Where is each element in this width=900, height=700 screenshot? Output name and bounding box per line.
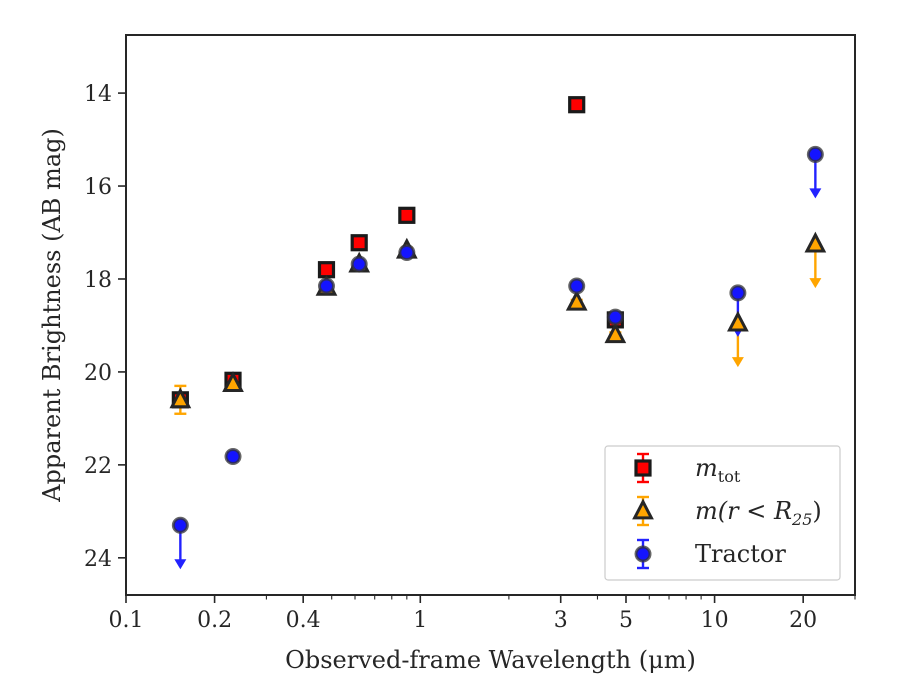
point-square <box>350 234 368 252</box>
point-circle <box>729 284 747 302</box>
x-tick-label: 5 <box>619 608 633 633</box>
point-square <box>398 206 416 224</box>
legend-label: Tractor <box>695 540 786 568</box>
x-tick-label: 3 <box>554 608 568 633</box>
legend-marker-triangle <box>632 498 654 520</box>
point-circle <box>398 243 416 261</box>
y-tick-label: 20 <box>84 361 112 386</box>
point-square <box>568 96 586 114</box>
legend-marker-circle <box>634 545 652 563</box>
y-tick-label: 14 <box>84 82 112 107</box>
point-circle <box>317 277 335 295</box>
x-tick-label: 10 <box>701 608 729 633</box>
x-tick-label: 1 <box>413 608 427 633</box>
axis-ticks: 0.1 0.2 0.4 1 3 5 10 20 14 16 18 20 22 24 <box>84 82 856 633</box>
legend-marker-square <box>634 459 652 477</box>
legend: mtot m(r < R25) Tractor <box>604 445 841 581</box>
x-tick-label: 0.2 <box>197 608 232 633</box>
data-markers <box>169 96 827 534</box>
upper-limit-arrowhead <box>731 357 744 368</box>
point-triangle <box>804 231 827 253</box>
upper-limit-arrowhead <box>809 278 822 289</box>
point-circle <box>224 448 242 466</box>
x-tick-label: 0.4 <box>286 608 321 633</box>
upper-limit-arrowhead <box>174 559 187 570</box>
y-tick-label: 16 <box>84 175 112 200</box>
point-triangle <box>565 289 588 311</box>
point-circle <box>606 308 624 326</box>
y-tick-label: 24 <box>84 547 112 572</box>
x-axis-label: Observed-frame Wavelength (μm) <box>285 646 696 674</box>
legend-label: m(r < R25) <box>695 497 822 529</box>
plot-frame <box>125 34 856 596</box>
y-tick-label: 22 <box>84 454 112 479</box>
legend-box <box>604 445 841 581</box>
y-tick-label: 18 <box>84 268 112 293</box>
upper-limit-arrowhead <box>809 188 822 199</box>
point-square <box>317 261 336 279</box>
x-tick-label: 20 <box>789 608 817 633</box>
point-triangle <box>727 310 749 332</box>
point-circle <box>350 255 368 273</box>
point-circle <box>171 516 189 534</box>
y-axis-label: Apparent Brightness (AB mag) <box>38 128 66 503</box>
point-circle <box>806 145 824 163</box>
point-triangle <box>604 322 627 344</box>
point-circle <box>568 277 586 295</box>
point-triangle <box>222 371 244 392</box>
point-triangle <box>169 387 192 409</box>
x-tick-label: 0.1 <box>109 608 144 633</box>
legend-label: mtot <box>695 454 741 486</box>
